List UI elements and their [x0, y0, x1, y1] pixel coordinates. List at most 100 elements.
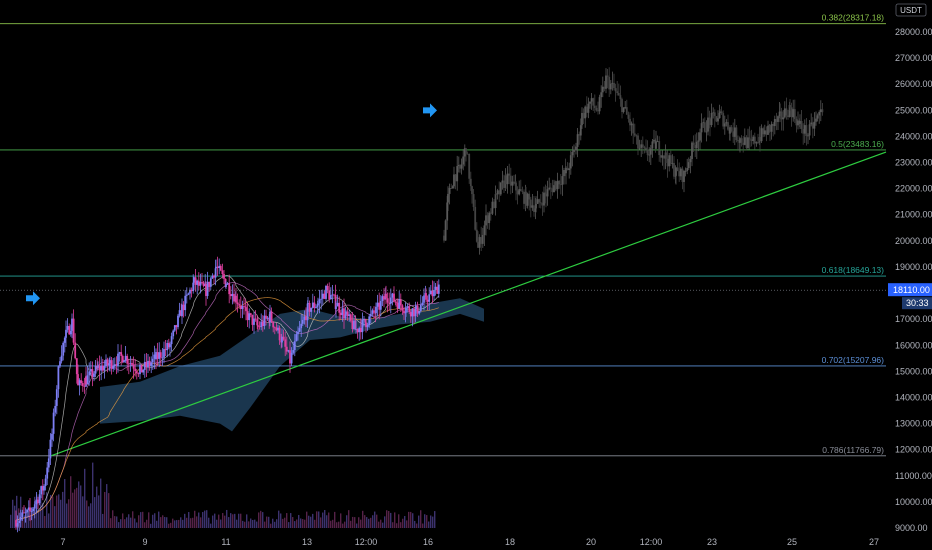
- candle-body: [101, 365, 104, 371]
- volume-bar: [52, 496, 54, 528]
- volume-bar: [160, 517, 162, 528]
- candle-body: [78, 380, 81, 386]
- candle-body: [112, 365, 115, 369]
- candle-body: [366, 325, 369, 328]
- projection-candle-body: [483, 225, 486, 235]
- projection-candle-body: [595, 107, 598, 111]
- candle-body: [239, 305, 242, 310]
- candle-body: [414, 308, 417, 317]
- projection-candle-body: [665, 152, 667, 159]
- volume-bar: [332, 519, 334, 528]
- trendline[interactable]: [49, 151, 887, 457]
- candle-body: [226, 283, 229, 285]
- volume-bar: [398, 514, 400, 528]
- projection-candle-body: [471, 186, 473, 195]
- volume-bar: [264, 521, 266, 528]
- projection-candle-body: [678, 171, 681, 177]
- volume-bar: [378, 521, 380, 528]
- projection-candle-body: [805, 125, 808, 136]
- volume-bar: [116, 516, 118, 528]
- candle-body: [137, 373, 140, 375]
- volume-bar: [136, 522, 138, 528]
- currency-label: USDT: [900, 6, 922, 15]
- x-axis[interactable]: 7 9 11 13 12:00 16 18 20 12:00 23 25 27: [60, 537, 879, 547]
- volume-bar: [362, 510, 364, 528]
- candle-body: [142, 369, 145, 373]
- candle-body: [355, 329, 357, 330]
- y-tick-label: 19000.00: [895, 262, 932, 272]
- projection-candle-body: [563, 169, 565, 177]
- projection-candle-body: [555, 181, 557, 190]
- y-tick-label: 22000.00: [895, 184, 932, 194]
- volume-bar: [10, 514, 12, 528]
- projection-candle-body: [725, 122, 728, 124]
- x-tick-label: 7: [60, 537, 65, 547]
- candle-body: [331, 294, 334, 296]
- projection-candle-body: [818, 112, 821, 116]
- volume-bar: [198, 512, 200, 528]
- projection-candle-body: [747, 137, 749, 148]
- projection-candle-body: [718, 112, 721, 119]
- volume-bar: [214, 513, 216, 528]
- volume-bar: [18, 508, 20, 528]
- volume-bar: [208, 517, 210, 528]
- x-tick-label: 27: [869, 537, 879, 547]
- volume-bar: [422, 523, 424, 528]
- y-axis[interactable]: 9000.00 10000.00 11000.00 12000.00 13000.00 1…: [895, 27, 932, 533]
- volume-bar: [256, 521, 258, 528]
- candle-body: [429, 290, 432, 295]
- candle-body: [105, 359, 107, 367]
- candle-body: [338, 302, 341, 313]
- projection-candle-body: [536, 199, 539, 204]
- projection-candle-body: [770, 123, 773, 132]
- fib-levels[interactable]: 0.382(28317.18) 0.5(23483.16) 0.618(18649.…: [0, 13, 886, 457]
- y-tick-label: 21000.00: [895, 210, 932, 220]
- projection-candle-body: [803, 125, 806, 134]
- projection-candle-body: [713, 112, 716, 117]
- candle-body: [94, 365, 97, 374]
- candle-body: [43, 486, 45, 491]
- candle-body: [393, 293, 395, 302]
- candle-body: [189, 289, 191, 294]
- projection-candle-body: [481, 234, 484, 244]
- countdown-box: [902, 297, 932, 310]
- candle-body: [401, 305, 404, 311]
- projection-candle-body: [589, 101, 591, 104]
- projection-candle-body: [638, 147, 641, 149]
- projection-candle-body: [521, 191, 524, 192]
- candle-body: [339, 312, 342, 316]
- projection-candle-body: [659, 155, 662, 158]
- projection-candle-body: [793, 109, 796, 119]
- candle-body: [408, 306, 411, 313]
- volume-bar: [14, 505, 16, 528]
- volume-bar: [244, 521, 246, 528]
- candle-body: [254, 318, 257, 320]
- candle-body: [38, 494, 41, 504]
- projection-candle-body: [509, 175, 512, 186]
- projection-candle-body: [819, 109, 822, 113]
- projection-candle-body: [705, 131, 708, 133]
- volume-bar: [196, 516, 198, 528]
- volume-bar: [218, 514, 220, 528]
- candle-body: [80, 380, 83, 384]
- candle-body: [245, 307, 247, 312]
- projection-candle-body: [608, 76, 611, 90]
- volume-bar: [324, 509, 326, 528]
- volume-bar: [320, 517, 322, 528]
- volume-bar: [148, 512, 150, 528]
- projection-candle-body: [808, 124, 811, 136]
- projection-candle-body: [614, 88, 617, 92]
- y-tick-label: 14000.00: [895, 392, 932, 402]
- currency-badge[interactable]: USDT: [895, 3, 927, 17]
- candle-body: [243, 305, 245, 307]
- volume-bar: [350, 520, 352, 528]
- candle-body: [121, 355, 124, 363]
- volume-bar: [278, 510, 280, 528]
- candle-body: [345, 311, 347, 315]
- projection-candle-body: [447, 193, 449, 203]
- candle-body: [368, 316, 371, 326]
- projection-candle-body: [769, 125, 771, 132]
- volume-bar: [96, 486, 98, 528]
- candle-body: [378, 302, 381, 310]
